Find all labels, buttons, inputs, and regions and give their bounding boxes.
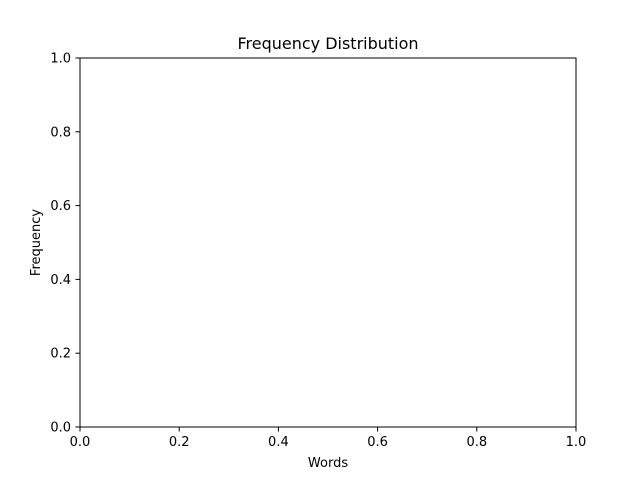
plot-frame [79,57,577,428]
y-tick-label: 0.8 [50,125,71,140]
y-tick-label: 1.0 [50,52,71,67]
y-axis-ticks: 0.0 0.2 0.4 0.6 0.8 1.0 [50,52,80,436]
x-tick-label: 0.0 [70,435,91,450]
x-tick-label: 1.0 [566,435,587,450]
x-axis-label: Words [308,456,348,471]
x-tick-label: 0.2 [169,435,190,450]
y-tick-label: 0.0 [50,421,71,436]
plot-area [80,58,576,427]
x-axis-ticks: 0.0 0.2 0.4 0.6 0.8 1.0 [70,427,587,450]
x-tick-label: 0.4 [268,435,289,450]
y-tick-label: 0.2 [50,347,71,362]
y-axis-label: Frequency [29,209,44,276]
y-tick-label: 0.4 [50,273,71,288]
x-tick-label: 0.6 [367,435,388,450]
chart-title: Frequency Distribution [237,34,418,53]
x-tick-label: 0.8 [466,435,487,450]
y-tick-label: 0.6 [50,199,71,214]
